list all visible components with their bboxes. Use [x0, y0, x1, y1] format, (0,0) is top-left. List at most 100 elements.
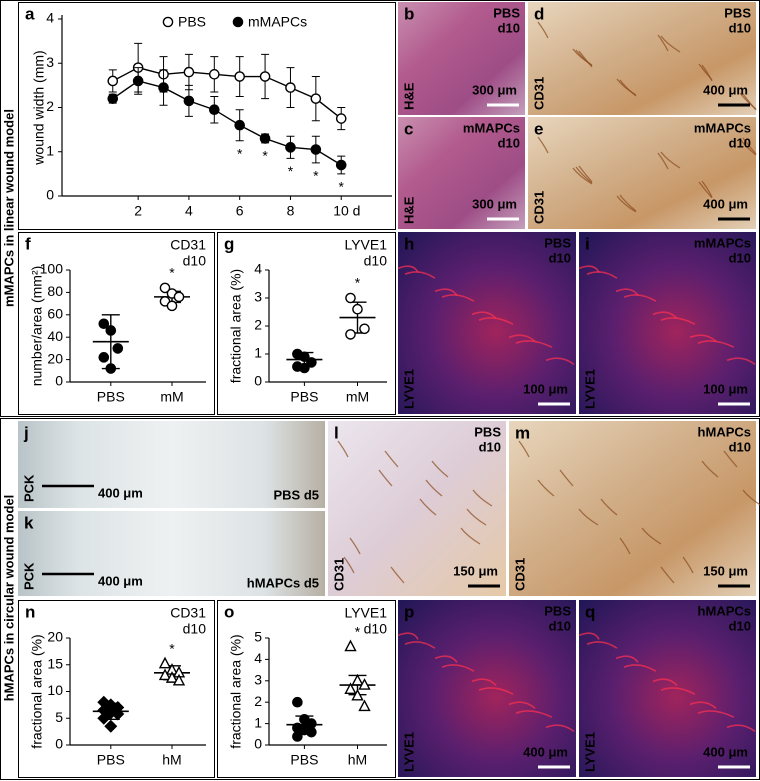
- stain-label: LYVE1: [582, 369, 597, 409]
- texture: [537, 136, 549, 154]
- texture: [441, 294, 475, 302]
- condition-label: hMAPCs d5: [247, 575, 319, 590]
- condition-label: d10: [729, 618, 751, 633]
- y-tick-label: 2: [46, 98, 54, 114]
- stain-label: CD31: [531, 77, 546, 110]
- data-point: [285, 142, 296, 153]
- texture: [701, 460, 719, 478]
- legend-marker: [162, 16, 174, 28]
- data-point: [344, 639, 357, 652]
- scale-label: 150 μm: [453, 563, 498, 578]
- condition-label: hMAPCs: [698, 424, 751, 439]
- data-point: [158, 656, 172, 669]
- texture: [698, 181, 713, 199]
- panel-letter: d: [534, 4, 544, 23]
- y-tick-label: 80: [47, 283, 63, 299]
- panel-letter: f: [25, 234, 31, 253]
- y-tick-label: 60: [47, 306, 63, 322]
- texture: [578, 508, 599, 526]
- panel-letter: o: [224, 602, 234, 621]
- texture: [515, 340, 553, 348]
- texture: [537, 21, 549, 39]
- stain-label: H&E: [401, 82, 416, 110]
- micrograph: [579, 232, 756, 414]
- y-tick-label: 0: [46, 187, 54, 203]
- panel-annotation: CD31: [170, 605, 206, 621]
- stain-label: LYVE1: [582, 732, 597, 772]
- y-tick-label: 0: [254, 736, 262, 752]
- texture: [545, 357, 575, 366]
- texture: [343, 556, 355, 574]
- legend-label: PBS: [178, 14, 206, 30]
- condition-label: d10: [729, 250, 751, 265]
- stain-label: CD31: [512, 558, 527, 591]
- condition-label: PBS: [493, 5, 520, 20]
- series-line: [112, 66, 342, 120]
- panel-letter: n: [25, 602, 35, 621]
- panel-frame: [217, 600, 396, 778]
- significance-mark: *: [288, 163, 294, 179]
- y-tick-label: 4: [46, 10, 54, 26]
- significance-mark: *: [355, 623, 361, 639]
- texture: [515, 710, 553, 718]
- data-point: [358, 699, 371, 712]
- texture: [689, 701, 717, 710]
- texture: [619, 537, 631, 555]
- micrograph: [398, 117, 525, 229]
- texture: [739, 138, 757, 156]
- y-tick-label: 3: [254, 289, 262, 305]
- data-point: [111, 707, 125, 721]
- texture: [739, 92, 757, 110]
- y-tick-label: 0: [55, 373, 63, 389]
- micrograph: [509, 421, 756, 596]
- data-point: [351, 673, 364, 686]
- texture: [545, 724, 575, 733]
- y-tick-label: 100: [40, 261, 64, 277]
- data-point: [209, 104, 220, 116]
- y-axis-label: fractional area (%): [228, 634, 244, 748]
- panel-letter: g: [224, 234, 234, 253]
- panel-frame: [18, 2, 396, 230]
- texture: [682, 556, 694, 574]
- scale-label: 400 μm: [98, 485, 143, 500]
- data-point: [335, 113, 347, 124]
- texture: [559, 469, 574, 487]
- texture: [660, 35, 681, 53]
- texture: [660, 317, 696, 325]
- texture: [726, 724, 756, 733]
- texture: [404, 641, 436, 649]
- y-tick-label: 20: [47, 350, 63, 366]
- texture: [652, 678, 678, 686]
- data-point: [299, 362, 310, 374]
- panel-letter: h: [404, 234, 414, 253]
- texture: [657, 34, 669, 52]
- significance-mark: *: [339, 179, 345, 195]
- panel-frame: [217, 232, 396, 415]
- data-point: [306, 726, 317, 738]
- panel-annotation: LYVE1: [344, 605, 387, 621]
- texture: [434, 655, 458, 663]
- panel-letter: b: [404, 4, 414, 23]
- panel-annotation: d10: [364, 621, 388, 637]
- data-point: [173, 291, 185, 303]
- texture: [701, 180, 713, 198]
- x-tick-label: mM: [160, 389, 183, 405]
- texture: [697, 710, 735, 718]
- condition-label: d10: [549, 250, 571, 265]
- micrograph: [18, 421, 325, 508]
- texture: [537, 479, 555, 497]
- condition-label: PBS: [544, 235, 571, 250]
- y-tick-label: 0: [254, 373, 262, 389]
- significance-mark: *: [262, 148, 268, 164]
- condition-label: d10: [549, 618, 571, 633]
- y-axis-label: wound width (mm): [31, 50, 47, 165]
- data-point: [183, 95, 195, 107]
- scale-label: 400 μm: [703, 196, 748, 211]
- texture: [578, 165, 593, 183]
- texture: [698, 63, 713, 81]
- data-point: [310, 144, 322, 155]
- data-point: [159, 282, 171, 294]
- texture: [378, 469, 393, 487]
- x-tick-label: 6: [236, 203, 244, 219]
